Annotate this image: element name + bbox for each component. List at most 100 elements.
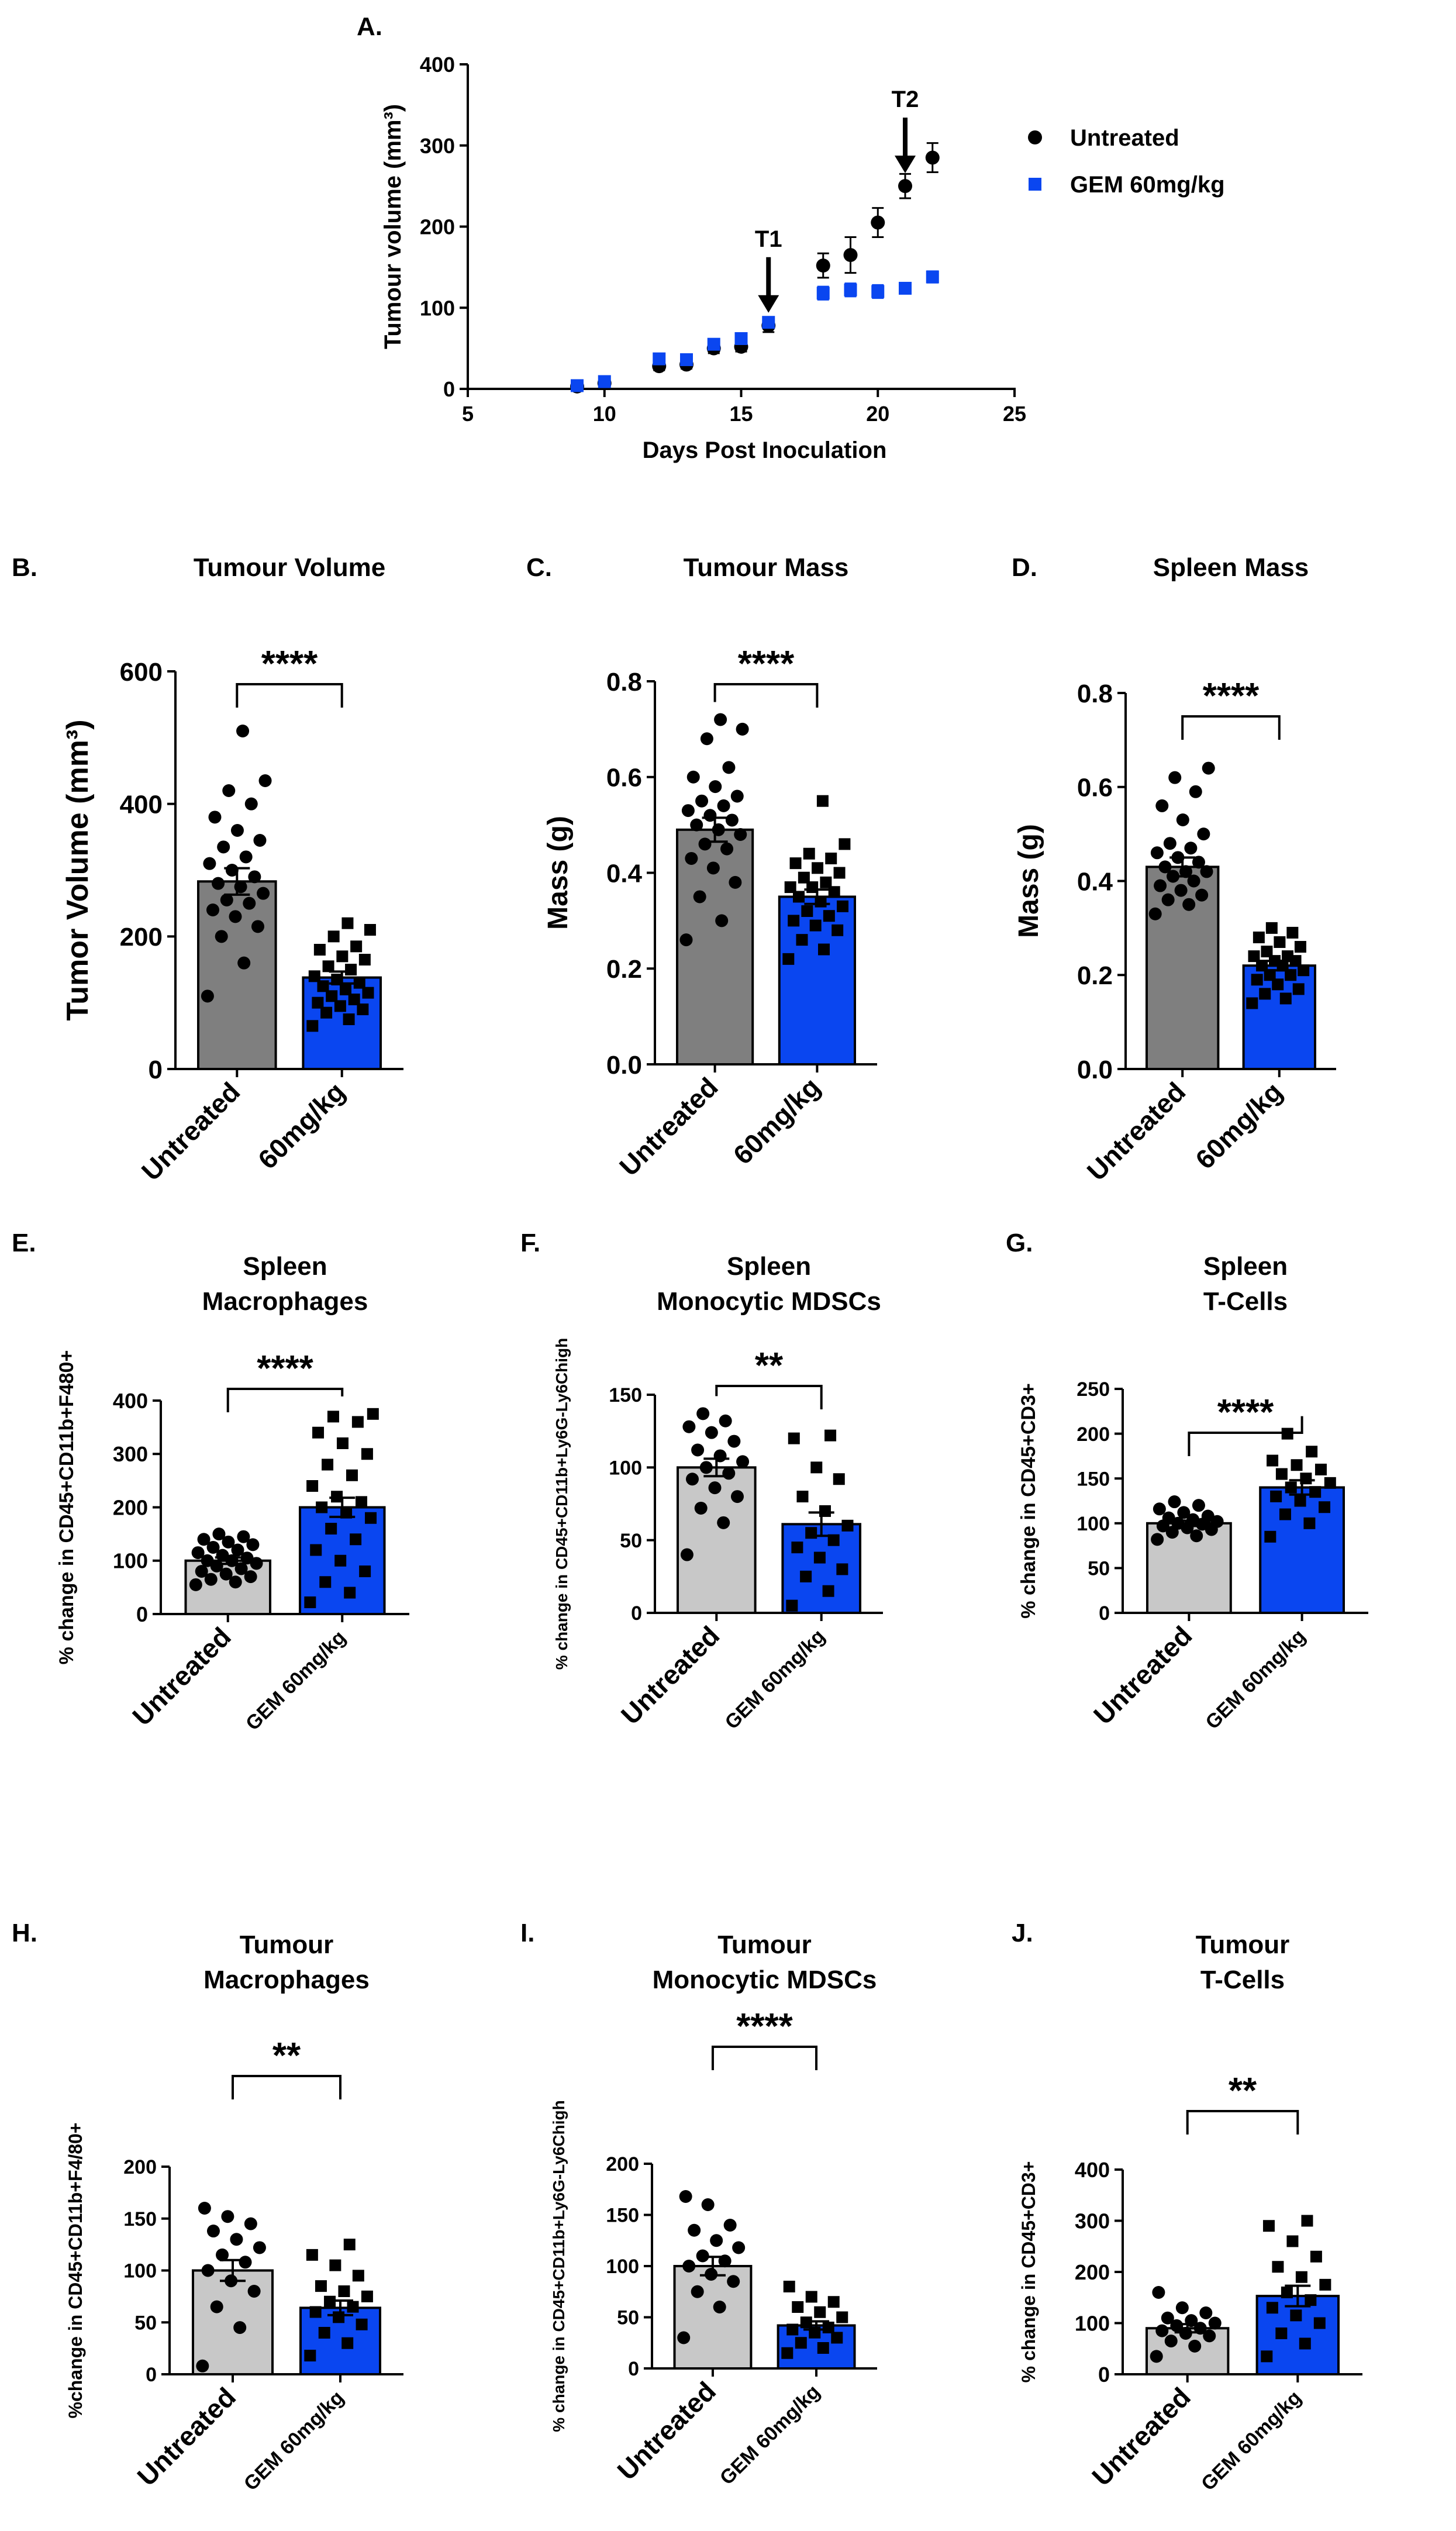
data-point <box>212 877 225 890</box>
data-point <box>800 1570 812 1582</box>
panel-c-bar-chart: C. Tumour Mass 0.0 0.2 0.4 0.6 0.8 Mass (g) Untr… <box>526 553 877 1182</box>
data-point <box>727 2275 740 2288</box>
y-axis-label: %change in CD45+CD11b+F4/80+ <box>65 2123 86 2419</box>
x-tick-label: Untreated <box>131 2381 241 2492</box>
y-tick-label: 150 <box>1077 1468 1110 1490</box>
series-gem <box>571 270 939 392</box>
data-point <box>1303 1517 1316 1529</box>
data-point <box>1270 1490 1282 1502</box>
data-point <box>841 1519 854 1532</box>
data-point <box>189 1578 202 1591</box>
data-point <box>206 2225 220 2238</box>
points-untreated <box>189 1527 263 1591</box>
data-point <box>1319 2278 1331 2291</box>
data-point <box>336 1437 349 1449</box>
x-tick-label: Untreated <box>613 1071 724 1182</box>
data-point <box>1151 1533 1164 1546</box>
y-tick-label: 0 <box>1098 2363 1110 2387</box>
data-point <box>246 1538 260 1551</box>
data-point <box>1189 785 1202 798</box>
x-tick-label: GEM 60mg/kg <box>720 1625 829 1734</box>
data-point <box>598 375 611 388</box>
y-tick-label: 150 <box>606 2205 639 2227</box>
data-point <box>198 2202 211 2215</box>
data-point <box>327 930 340 943</box>
chart-title: Spleen <box>727 1252 811 1281</box>
data-point <box>336 950 349 963</box>
y-tick-label: 150 <box>123 2208 157 2230</box>
data-point <box>823 910 835 922</box>
chart-title: Tumour Volume <box>194 553 385 582</box>
y-axis-label: Tumour volume (mm³) <box>380 104 406 349</box>
x-tick-label: Untreated <box>615 1620 726 1730</box>
points-treated <box>781 2281 848 2359</box>
data-point <box>317 980 329 992</box>
data-point <box>201 2264 215 2277</box>
data-point <box>816 795 829 807</box>
chart-title: Tumour <box>240 1930 334 1959</box>
significance-bracket <box>713 683 819 708</box>
data-point <box>1281 2287 1293 2298</box>
chart-title: Spleen <box>243 1252 327 1281</box>
data-point <box>843 248 858 263</box>
data-point <box>734 828 747 841</box>
x-tick-label: Untreated <box>136 1076 246 1187</box>
data-point <box>1163 837 1176 850</box>
chart-title: Spleen Mass <box>1153 553 1309 582</box>
data-point <box>1305 2294 1317 2306</box>
panel-label: G. <box>1006 1229 1033 1257</box>
panel-label: D. <box>1012 553 1037 582</box>
panel-d-bar-chart: D. Spleen Mass 0.0 0.2 0.4 0.6 0.8 Mass (g) Untr… <box>1012 553 1336 1187</box>
data-point <box>1285 1481 1297 1494</box>
panel-g-bar-chart: G. Spleen T-Cells 0 50 100 150 200 250 % change i… <box>1006 1229 1368 1734</box>
data-point <box>653 352 666 365</box>
data-point <box>679 933 693 947</box>
data-point <box>258 774 272 787</box>
data-point <box>230 2233 243 2246</box>
y-tick-label: 50 <box>134 2312 157 2334</box>
data-point <box>313 944 326 956</box>
data-point <box>196 2359 209 2373</box>
data-point <box>352 2270 364 2282</box>
data-point <box>706 861 720 875</box>
data-point <box>1306 1446 1318 1458</box>
data-point <box>732 2241 746 2254</box>
data-point <box>1294 1495 1306 1507</box>
data-point <box>691 2285 704 2298</box>
data-point <box>1256 960 1268 972</box>
data-point <box>322 960 334 973</box>
data-point <box>1279 1508 1291 1520</box>
data-point <box>326 990 338 1002</box>
panel-label: B. <box>12 553 37 582</box>
data-point <box>1155 799 1169 812</box>
y-tick-label: 200 <box>113 1495 148 1519</box>
data-point <box>334 1554 347 1567</box>
data-point <box>1201 1509 1215 1523</box>
y-tick-label: 0.4 <box>606 859 643 888</box>
data-point <box>1150 846 1164 860</box>
data-point <box>325 1523 337 1535</box>
data-point <box>831 2332 843 2344</box>
data-point <box>320 1006 333 1019</box>
data-point <box>682 2260 696 2273</box>
data-point <box>810 1461 823 1474</box>
data-point <box>822 1585 834 1597</box>
data-point <box>339 984 351 995</box>
y-tick-label: 50 <box>1088 1558 1110 1580</box>
data-point <box>1290 2309 1302 2322</box>
chart-title: T-Cells <box>1200 1966 1285 1994</box>
data-point <box>1197 827 1210 841</box>
points-untreated <box>201 725 272 1003</box>
data-point <box>215 930 228 943</box>
data-point <box>247 2285 261 2298</box>
data-point <box>723 2219 737 2232</box>
points-treated <box>782 795 851 965</box>
data-point <box>1150 2350 1163 2363</box>
data-point <box>310 1544 322 1556</box>
data-point <box>318 2327 330 2339</box>
data-point <box>1261 2350 1273 2363</box>
chart-title: Tumour Mass <box>684 553 849 582</box>
chart-title: T-Cells <box>1203 1287 1288 1316</box>
data-point <box>1202 761 1215 775</box>
legend-marker <box>1029 178 1041 191</box>
